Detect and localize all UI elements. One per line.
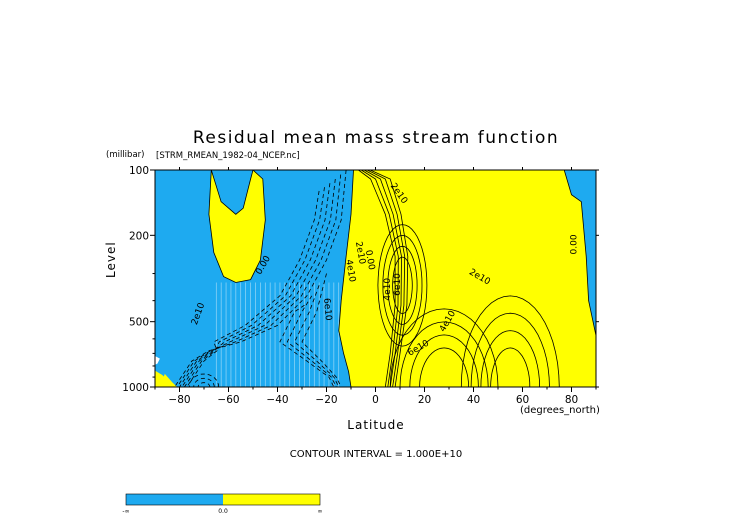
positive-contour-ring: [387, 245, 418, 325]
negative-contour-line: [179, 178, 336, 388]
negative-contour-line: [176, 174, 342, 388]
contour-label-4e10: 4e10: [343, 259, 357, 283]
x-tick-label: −60: [217, 394, 239, 406]
negative-contour-line: [186, 190, 320, 388]
x-tick-label: −80: [168, 394, 190, 406]
contour-label-6e10: 6e10: [321, 298, 333, 322]
x-tick-label: 0: [372, 394, 379, 406]
contour-label-zero: 0.00: [569, 234, 579, 254]
positive-region-tropics: [338, 170, 596, 387]
negative-region-north-pole: [569, 170, 582, 184]
positive-contour-ring: [377, 224, 428, 347]
zero-contour-line: [338, 169, 354, 388]
grid-hatch: [215, 282, 340, 387]
negative-contour-line: [174, 169, 347, 388]
positive-contour-line: [460, 295, 560, 388]
contour-lines: [174, 169, 597, 388]
positive-contour-line: [470, 312, 550, 388]
zero-contour-line: [210, 169, 254, 215]
colorbar-label: ∞: [318, 508, 323, 515]
positive-contour-line: [364, 169, 402, 388]
positive-contour-line: [367, 169, 406, 388]
positive-region-southern-lower-2: [159, 373, 178, 387]
zero-contour-line: [208, 169, 266, 283]
positive-contour-ring: [382, 234, 423, 336]
x-axis-units: (degrees_north): [520, 405, 600, 416]
x-tick-label: 80: [565, 394, 578, 406]
colorbar: -∞ 0.0 ∞: [122, 493, 323, 515]
contour-label-zero: 0.00: [363, 249, 376, 271]
source-file-label: [STRM_RMEAN_1982-04_NCEP.nc]: [156, 151, 300, 161]
negative-contour-line: [188, 373, 220, 388]
colorbar-positive-swatch: [223, 494, 320, 505]
white-notch: [155, 356, 160, 365]
colorbar-label: 0.0: [218, 508, 228, 515]
negative-contour-line: [193, 377, 215, 388]
contour-label-6e10: 6e10: [393, 273, 403, 296]
positive-contour-line: [399, 321, 489, 388]
y-tick-label: 1000: [122, 382, 149, 394]
x-tick-label: −20: [315, 394, 337, 406]
negative-contour-line: [279, 304, 335, 388]
negative-contour-line: [301, 273, 342, 388]
positive-contour-line: [369, 169, 409, 388]
x-axis-label: Latitude: [347, 418, 405, 432]
positive-region-southern-upper: [208, 170, 266, 283]
positive-contour-line: [358, 169, 396, 388]
x-tick-label: −40: [266, 394, 288, 406]
x-axis: −80 −60 −40 −20 0 20 40 60 80: [154, 167, 597, 406]
y-axis: 100 200 500 1000: [122, 165, 599, 394]
contour-interval-text: CONTOUR INTERVAL = 1.000E+10: [289, 449, 463, 460]
negative-contour-line: [286, 295, 337, 388]
colorbar-label: -∞: [122, 508, 129, 515]
chart-title: Residual mean mass stream function: [192, 128, 560, 148]
y-tick-label: 100: [129, 165, 149, 177]
negative-contour-line: [184, 187, 325, 388]
x-tick-label: 60: [516, 394, 529, 406]
negative-contour-line: [294, 285, 340, 388]
contour-label-4e10: 4e10: [383, 278, 393, 301]
colorbar-frame: [125, 493, 321, 506]
y-tick-label: 500: [129, 317, 149, 329]
positive-contour-line: [389, 308, 499, 388]
y-axis-units: (millibar): [106, 150, 145, 160]
positive-contour-line: [361, 169, 399, 388]
zero-contour-line: [563, 169, 597, 336]
positive-contour-line: [490, 347, 531, 388]
negative-contour-line: [181, 183, 331, 388]
positive-contour-line: [419, 347, 469, 388]
x-tick-label: 20: [418, 394, 431, 406]
x-tick-label: 40: [467, 394, 480, 406]
negative-contour-line: [197, 382, 211, 388]
positive-contour-line: [480, 330, 540, 388]
positive-contour-ring: [392, 256, 413, 314]
contour-label-2e10: 2e10: [353, 241, 367, 265]
y-tick-label: 200: [129, 230, 149, 242]
colorbar-negative-swatch: [126, 494, 223, 505]
